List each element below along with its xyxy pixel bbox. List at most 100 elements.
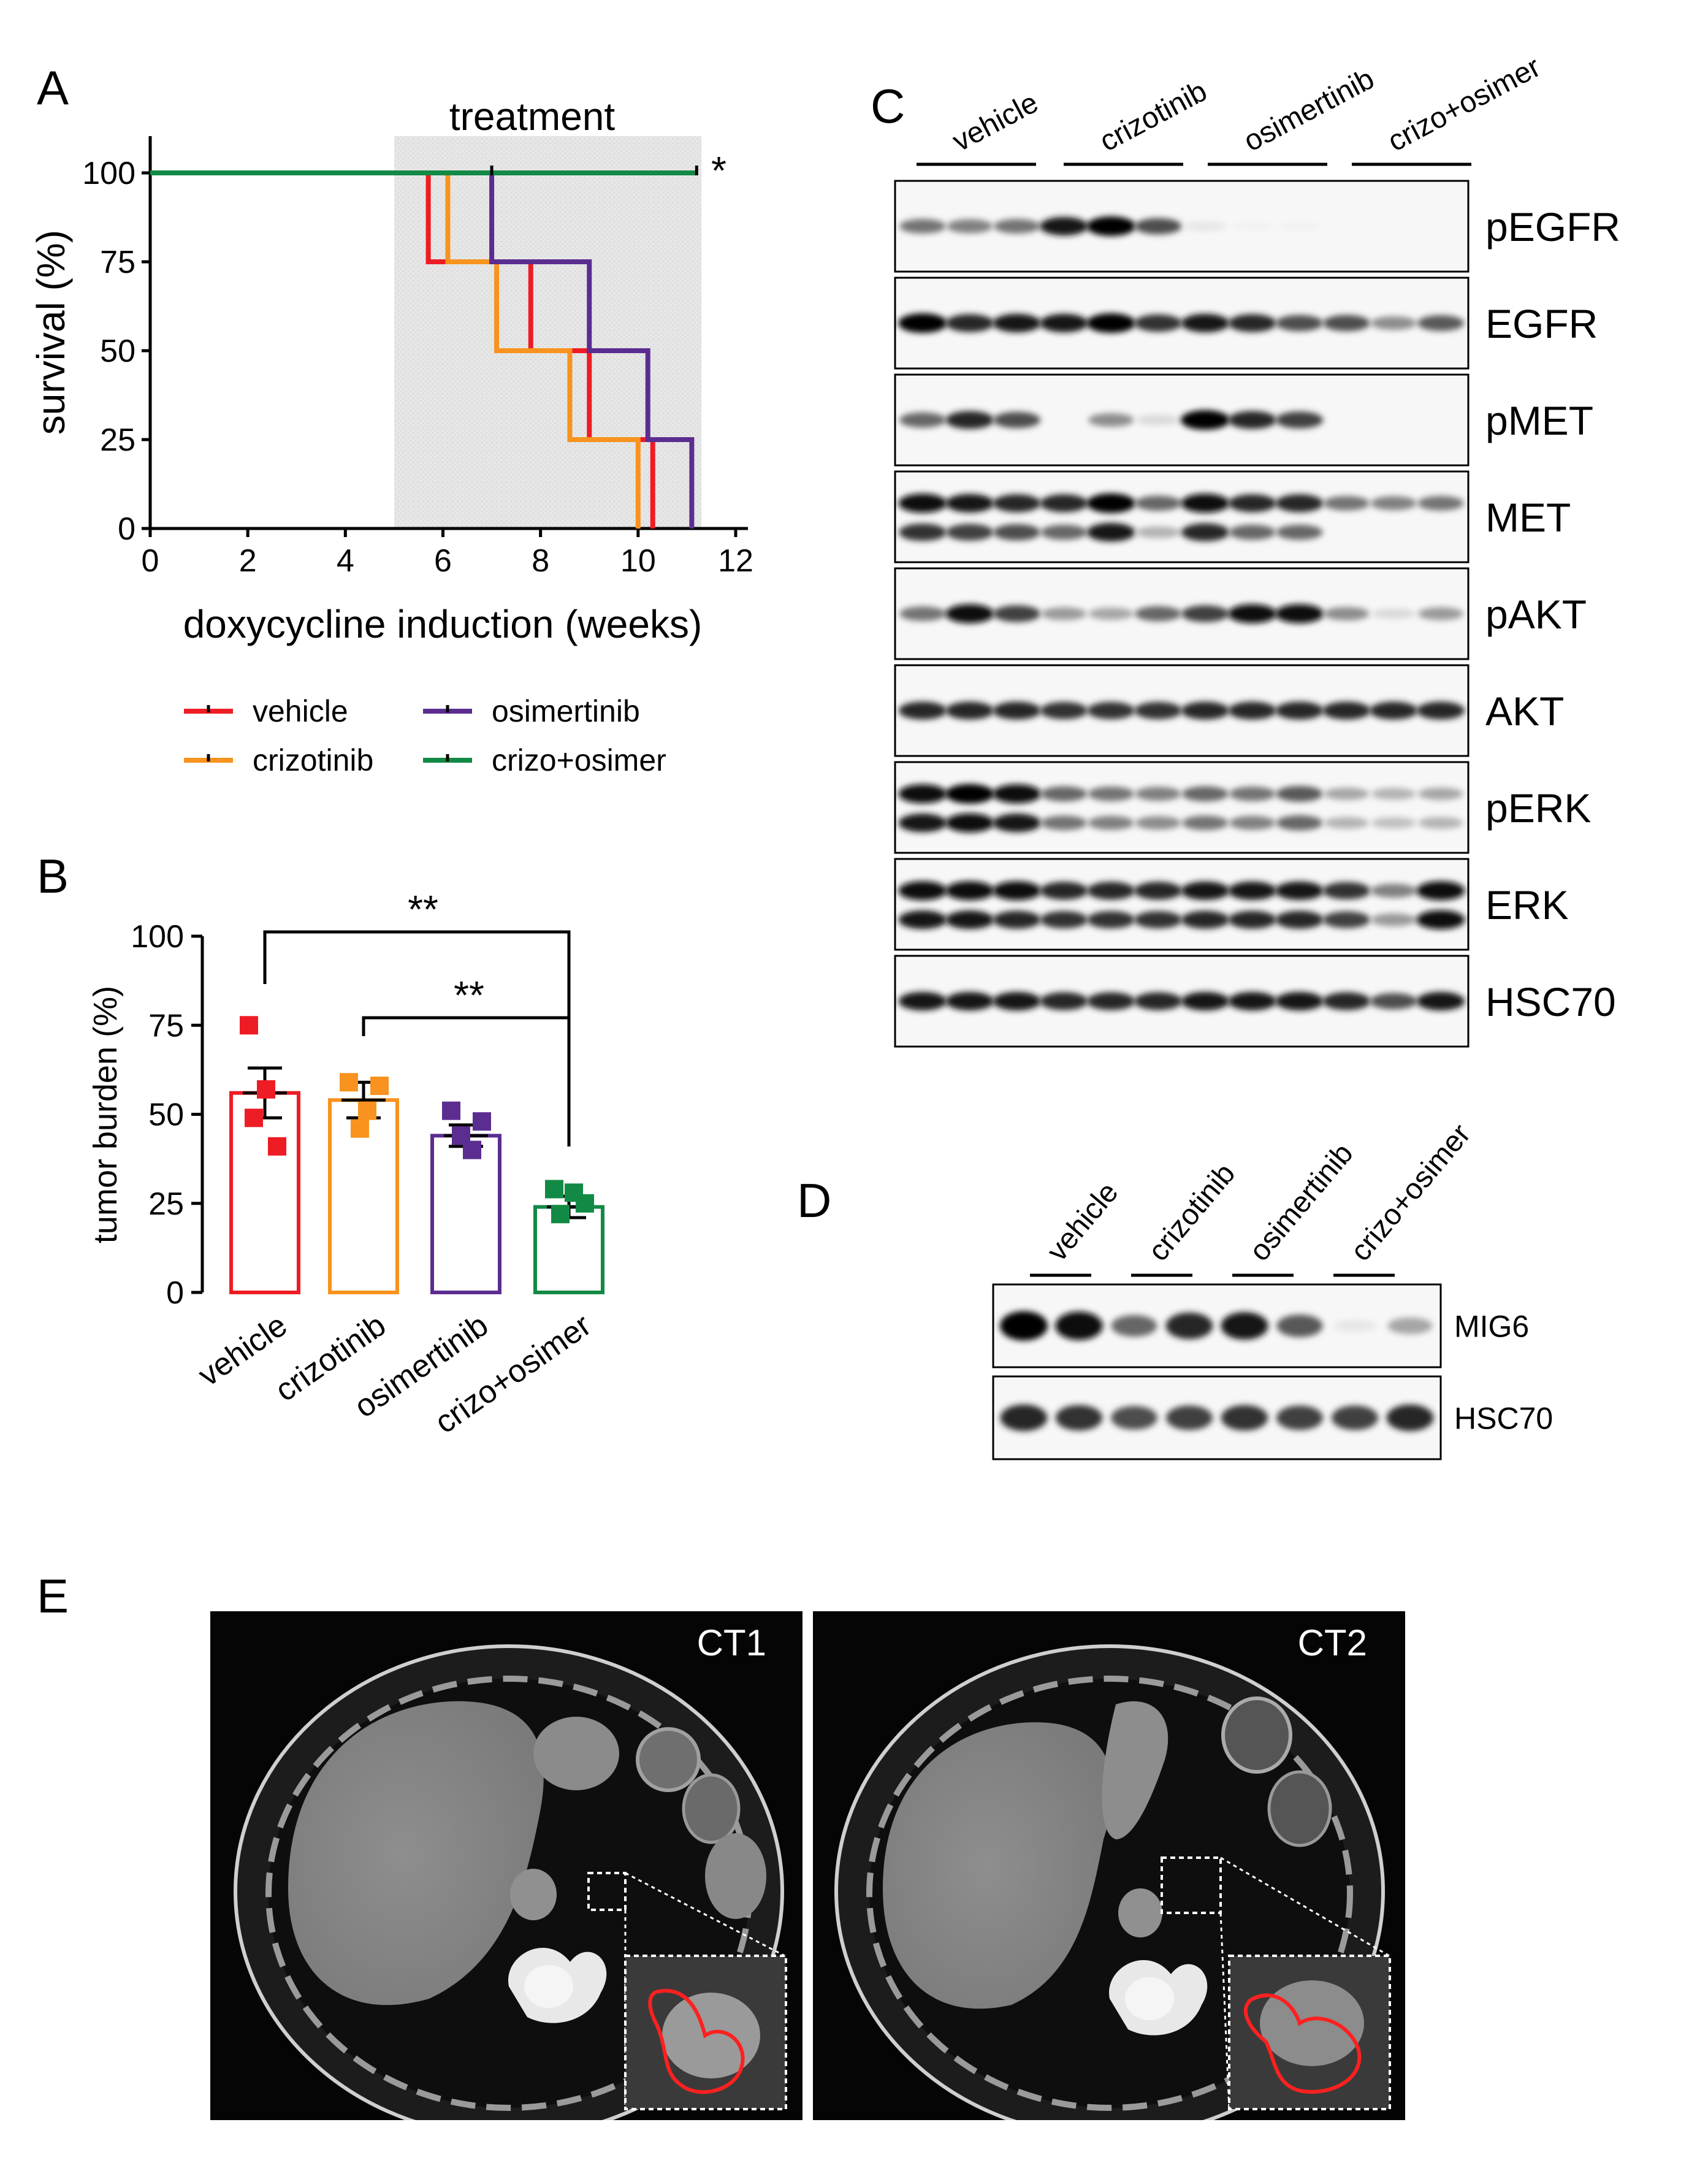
blot-band bbox=[1086, 216, 1136, 236]
blot-band bbox=[1324, 787, 1370, 800]
bracket-vehicle-combo bbox=[263, 930, 571, 1147]
bar-osimertinib bbox=[430, 1134, 501, 1294]
blot-band bbox=[1323, 495, 1370, 511]
blot-band bbox=[1324, 817, 1369, 829]
blot-band bbox=[1322, 911, 1371, 928]
burden-y-axis-title: tumor burden (%) bbox=[87, 986, 124, 1243]
data-point bbox=[245, 1108, 263, 1127]
blot-band bbox=[1165, 1312, 1213, 1340]
blot-band bbox=[993, 701, 1041, 720]
blot-row-label: HSC70 bbox=[1485, 979, 1616, 1024]
ct1-roi-box bbox=[587, 1872, 627, 1911]
blot-band bbox=[1040, 910, 1088, 929]
x-tick-label: 2 bbox=[239, 543, 257, 579]
blot-band bbox=[1275, 881, 1324, 900]
blot-band bbox=[1417, 495, 1464, 511]
blot-band bbox=[1229, 815, 1276, 830]
blot-band bbox=[1000, 1311, 1048, 1341]
blot-band bbox=[1324, 606, 1370, 621]
blot-band bbox=[993, 219, 1040, 234]
blot-band bbox=[1182, 815, 1229, 831]
blot-band bbox=[1040, 815, 1088, 831]
blot-row-label: MIG6 bbox=[1454, 1310, 1529, 1344]
blot-band bbox=[1055, 1405, 1103, 1431]
blot-strip-erk: ERK bbox=[894, 858, 1569, 951]
blot-band bbox=[898, 784, 947, 804]
ct2-tumor-outline bbox=[1243, 1993, 1362, 2094]
blot-strip-perk: pERK bbox=[894, 761, 1591, 854]
blot-frame bbox=[894, 761, 1470, 854]
blot-band bbox=[1134, 218, 1182, 235]
data-point bbox=[340, 1073, 358, 1092]
blot-band bbox=[947, 219, 993, 234]
blot-band bbox=[1276, 785, 1323, 802]
blot-band bbox=[1278, 221, 1321, 231]
panel-c: C vehicle crizotinib osimertinib crizo+osim… bbox=[871, 51, 1620, 1048]
blot-band bbox=[1228, 494, 1276, 513]
blot-band bbox=[898, 313, 947, 333]
blot-band bbox=[1416, 910, 1465, 929]
y-tick-label: 50 bbox=[100, 334, 135, 369]
survival-axes bbox=[148, 136, 748, 530]
blot-band bbox=[1370, 883, 1417, 898]
blot-band bbox=[1181, 605, 1229, 622]
y-tick-label: 100 bbox=[82, 156, 135, 191]
survival-ticks: 0 2 4 6 8 10 12 0 25 50 75 100 bbox=[82, 156, 753, 579]
blot-band bbox=[993, 814, 1042, 833]
blot-band bbox=[899, 412, 946, 428]
blot-band bbox=[945, 604, 994, 624]
blot-band bbox=[1418, 607, 1463, 620]
blot-band bbox=[1088, 607, 1134, 620]
survival-significance: * bbox=[711, 148, 726, 193]
ct1-label: CT1 bbox=[697, 1622, 766, 1663]
blot-band bbox=[1371, 788, 1416, 800]
blot-band bbox=[945, 701, 994, 720]
ct2-roi-box bbox=[1161, 1856, 1222, 1914]
panel-c-letter: C bbox=[871, 79, 905, 133]
blot-strip-pakt: pAKT bbox=[894, 567, 1587, 660]
burden-bars bbox=[229, 1016, 604, 1295]
blot-band bbox=[1275, 910, 1324, 929]
treatment-label: treatment bbox=[449, 94, 616, 139]
ct-scan-2: CT2 bbox=[813, 1611, 1405, 2120]
data-point bbox=[545, 1180, 563, 1199]
blot-band bbox=[1181, 494, 1230, 513]
blot-band bbox=[1180, 410, 1230, 430]
blot-row-label: EGFR bbox=[1485, 301, 1598, 346]
legend-label: crizotinib bbox=[253, 743, 373, 777]
blot-band bbox=[1040, 882, 1088, 900]
sig-label-top: ** bbox=[408, 887, 438, 931]
blot-band bbox=[1135, 816, 1181, 830]
survival-x-axis-title: doxycycline induction (weeks) bbox=[183, 602, 703, 646]
data-point bbox=[358, 1101, 376, 1120]
blot-band bbox=[1181, 991, 1230, 1011]
data-point bbox=[268, 1137, 286, 1156]
blot-band bbox=[945, 881, 994, 901]
blot-band bbox=[1228, 701, 1276, 720]
blot-band bbox=[1181, 786, 1229, 802]
blot-band bbox=[993, 524, 1041, 541]
blot-band bbox=[1371, 817, 1416, 829]
blot-band bbox=[1333, 1319, 1377, 1332]
blot-band bbox=[993, 991, 1042, 1011]
blot-band bbox=[1055, 1311, 1103, 1340]
blot-band bbox=[1275, 991, 1324, 1011]
legend-label: crizo+osimer bbox=[492, 743, 666, 777]
blot-band bbox=[1040, 701, 1088, 720]
x-tick-label: 12 bbox=[718, 543, 753, 579]
blot-band bbox=[1371, 913, 1417, 926]
blot-band bbox=[1134, 882, 1183, 900]
group-label: vehicle bbox=[947, 86, 1043, 158]
blot-band bbox=[1227, 604, 1277, 624]
blot-band bbox=[1111, 1406, 1157, 1430]
blot-band bbox=[1166, 1405, 1213, 1430]
blot-band bbox=[899, 606, 946, 621]
blot-band bbox=[1370, 496, 1417, 511]
blot-band bbox=[1134, 910, 1183, 929]
blot-band bbox=[945, 494, 994, 513]
blot-band bbox=[1322, 701, 1371, 720]
blot-band bbox=[1418, 817, 1463, 829]
burden-ticks: 0 25 50 75 100 bbox=[131, 919, 202, 1311]
blot-band bbox=[1111, 1314, 1157, 1337]
group-label: crizotinib bbox=[1094, 75, 1212, 158]
